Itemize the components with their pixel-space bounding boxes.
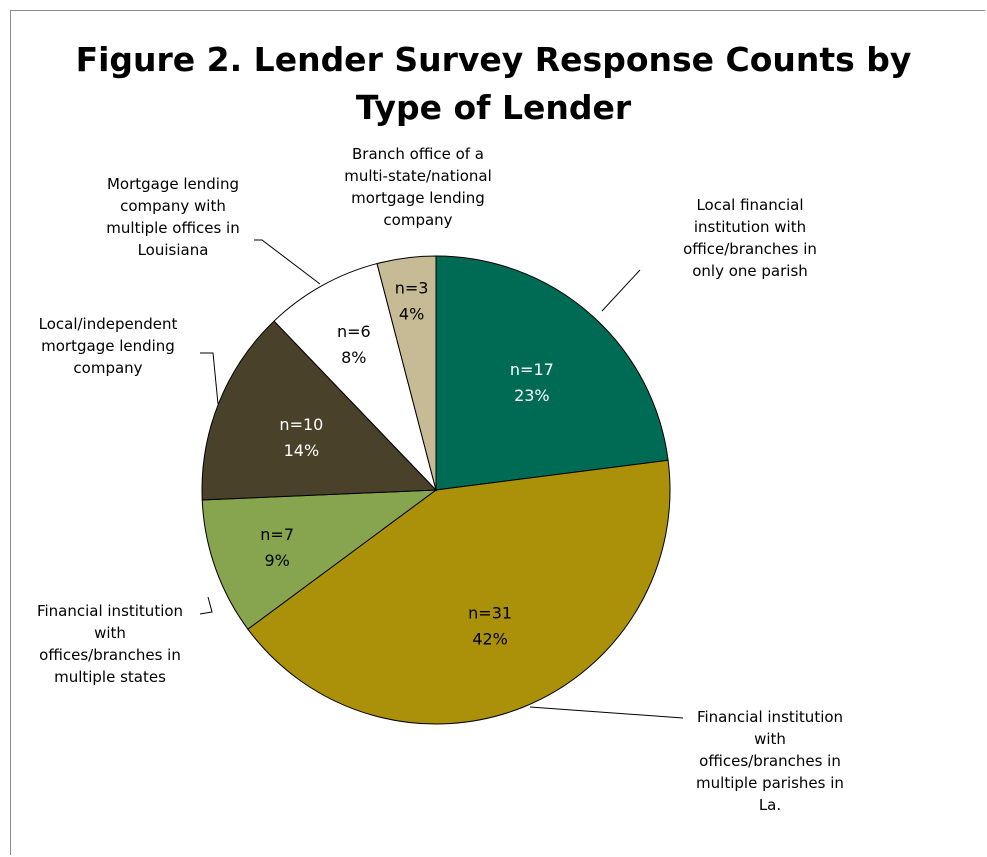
- slice-count-label: n=10: [279, 415, 323, 434]
- slice-count-label: n=6: [337, 322, 371, 341]
- chart-frame: [10, 10, 985, 855]
- slice-category-label: Branch office of a multi-state/national mo…: [344, 145, 492, 229]
- slice-category-label: Local financial institution with office/br…: [683, 196, 817, 280]
- pie-slice: [201, 320, 438, 501]
- pie-slice: [247, 459, 671, 725]
- slice-percent-label: 42%: [472, 630, 508, 649]
- pie-slice: [435, 255, 669, 491]
- leader-line: [529, 706, 684, 719]
- slice-count-label: n=17: [510, 360, 554, 379]
- leader-line: [200, 352, 219, 405]
- slice-percent-label: 8%: [341, 348, 366, 367]
- slice-percent-label: 4%: [399, 305, 424, 324]
- pie-slice: [273, 262, 437, 492]
- slice-count-label: n=31: [468, 604, 512, 623]
- slice-category-label: Financial institution with offices/branche…: [37, 602, 183, 686]
- slice-category-label: Financial institution with offices/branche…: [696, 708, 844, 814]
- leader-line: [254, 239, 321, 285]
- chart-title: Figure 2. Lender Survey Response Counts …: [75, 40, 912, 127]
- slice-percent-label: 9%: [264, 551, 289, 570]
- pie-slice: [201, 489, 438, 630]
- slice-percent-label: 14%: [284, 441, 320, 460]
- leader-line: [601, 269, 641, 312]
- pie-slice: [376, 255, 437, 491]
- leader-line: [199, 596, 213, 615]
- slice-category-label: Mortgage lending company with multiple off…: [106, 175, 239, 259]
- slice-count-label: n=7: [260, 525, 294, 544]
- slice-percent-label: 23%: [514, 386, 550, 405]
- slice-count-label: n=3: [395, 279, 429, 298]
- slice-category-label: Local/independent mortgage lending company: [39, 315, 178, 377]
